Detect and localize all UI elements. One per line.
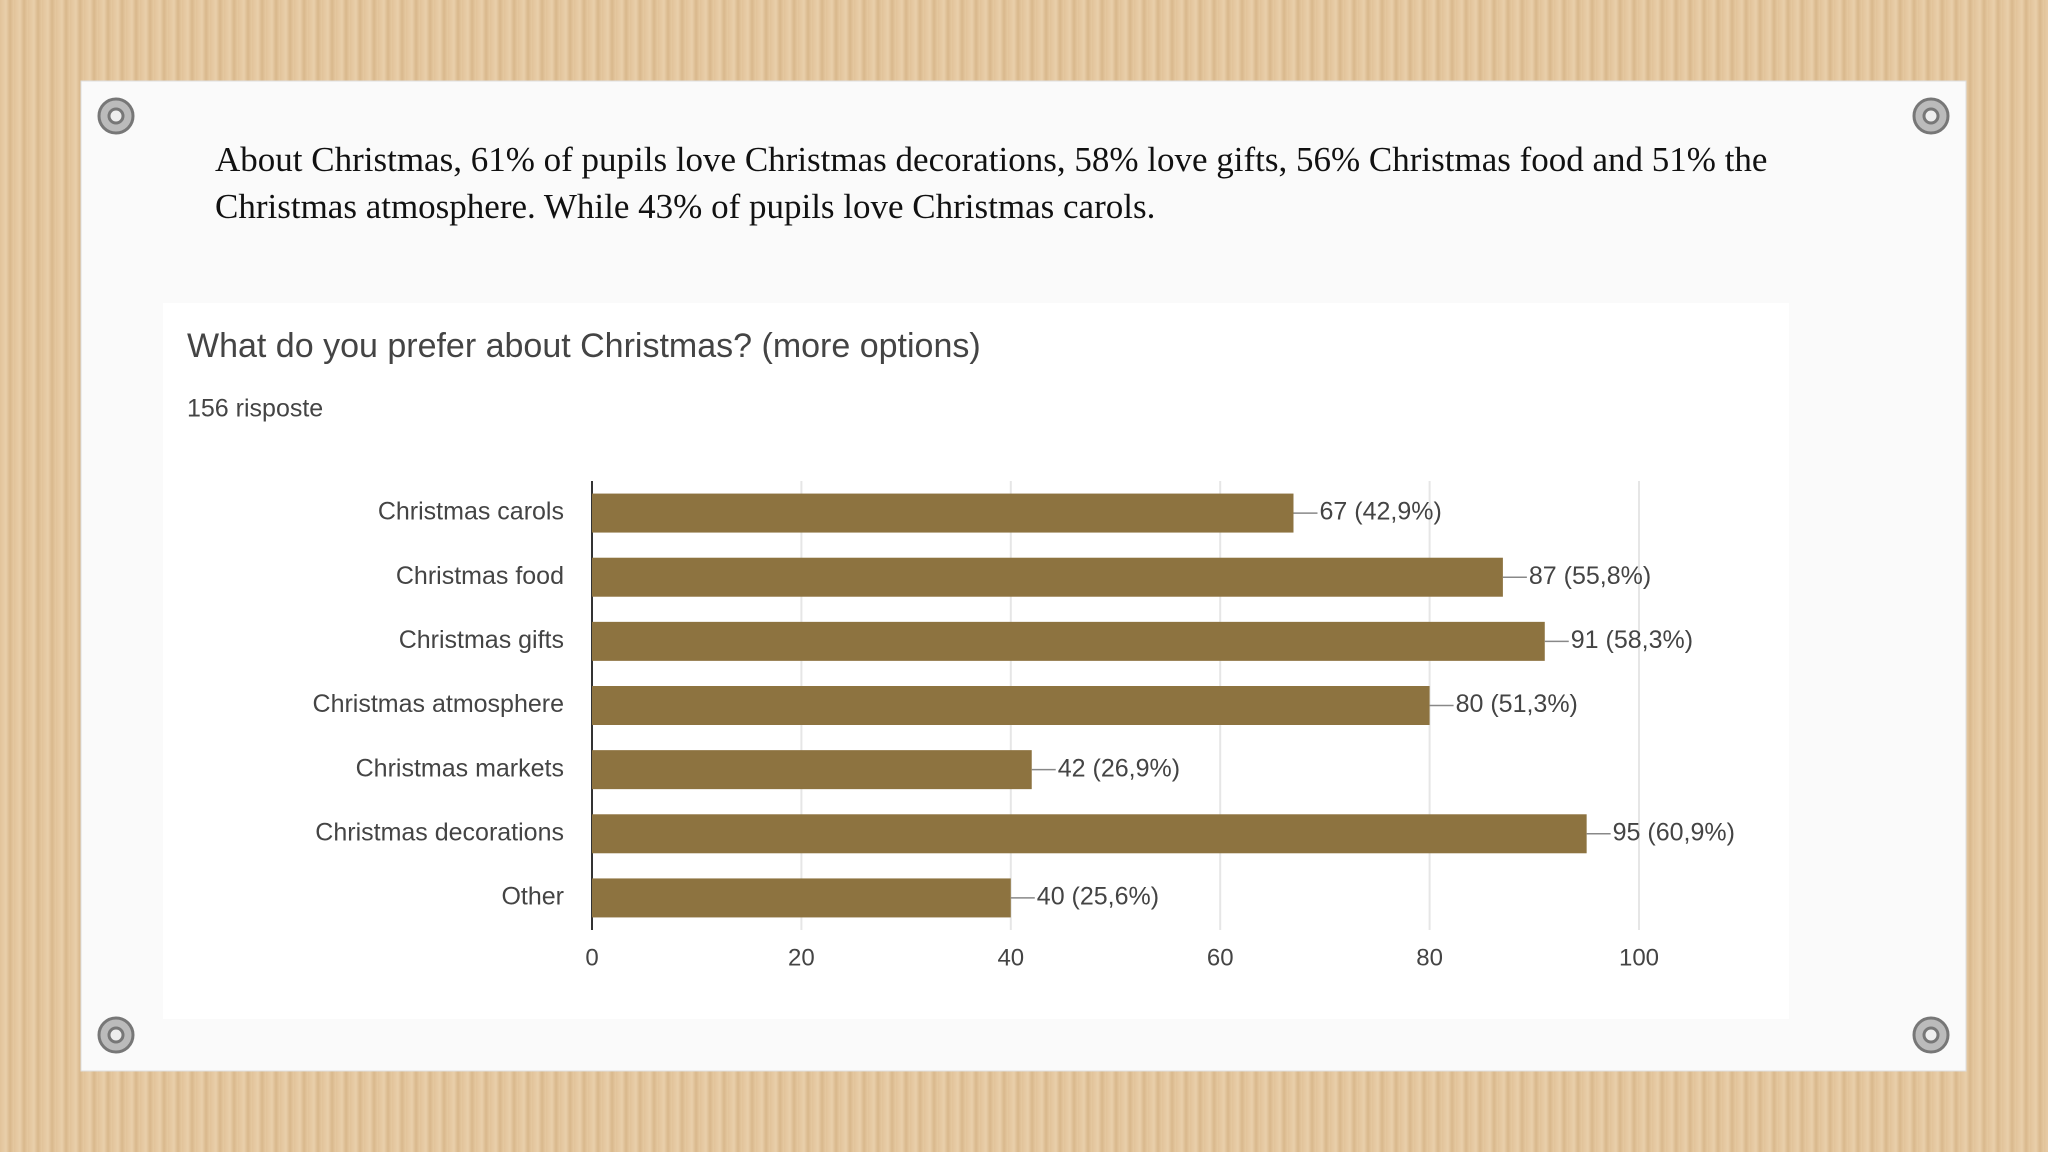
x-tick-label: 40: [997, 944, 1024, 971]
value-label: 80 (51,3%): [1456, 690, 1578, 718]
x-tick-label: 20: [788, 944, 815, 971]
value-label: 42 (26,9%): [1058, 754, 1180, 782]
y-tick-label: Other: [501, 883, 564, 911]
y-tick-label: Christmas markets: [356, 754, 564, 782]
y-tick-label: Christmas food: [396, 562, 564, 590]
x-tick-label: 100: [1619, 944, 1659, 971]
x-tick-label: 60: [1207, 944, 1234, 971]
value-label: 95 (60,9%): [1613, 818, 1735, 846]
value-label: 67 (42,9%): [1319, 498, 1441, 526]
x-tick-label: 80: [1416, 944, 1443, 971]
y-tick-label: Christmas decorations: [315, 818, 564, 846]
rivets: [97, 97, 1950, 1054]
bar: [592, 750, 1032, 790]
x-tick-label: 0: [585, 944, 598, 971]
bar: [592, 557, 1503, 597]
value-label: 87 (55,8%): [1529, 562, 1651, 590]
value-label: 40 (25,6%): [1037, 883, 1159, 911]
bar: [592, 493, 1294, 533]
value-label: 91 (58,3%): [1571, 626, 1693, 654]
chart-subtitle: 156 risposte: [187, 395, 323, 423]
bar: [592, 621, 1545, 661]
chart-title: What do you prefer about Christmas? (mor…: [187, 327, 981, 365]
bar: [592, 686, 1430, 725]
y-tick-label: Christmas atmosphere: [313, 690, 564, 718]
y-tick-label: Christmas gifts: [399, 626, 564, 654]
paragraph: About Christmas, 61% of pupils love Chri…: [215, 140, 1768, 226]
bar: [592, 878, 1011, 918]
y-tick-label: Christmas carols: [378, 498, 564, 526]
bar: [592, 814, 1587, 854]
